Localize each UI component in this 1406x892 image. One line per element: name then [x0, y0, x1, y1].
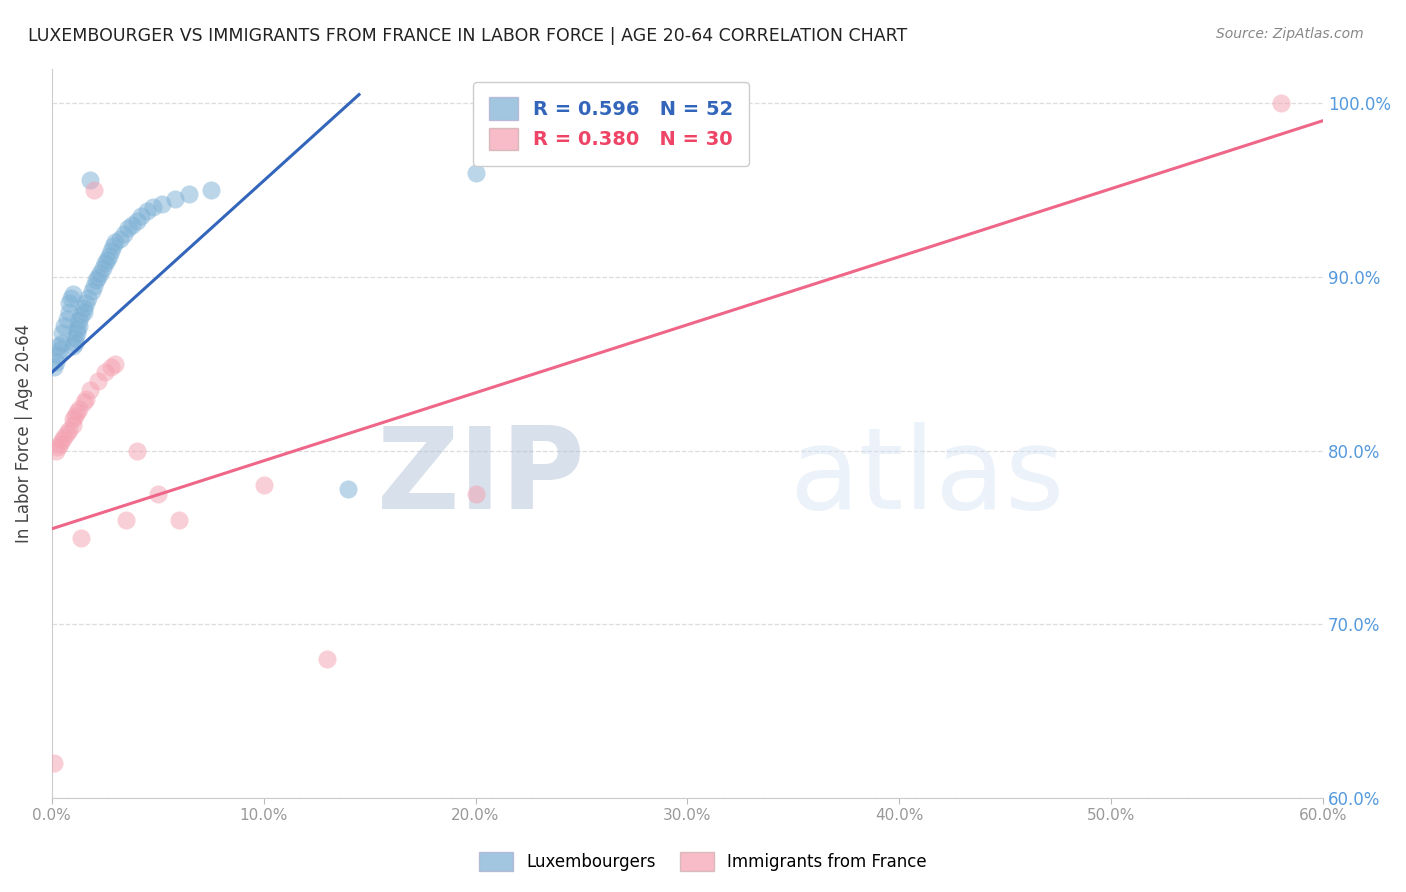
Point — [72, 304, 94, 318]
Point — [72, 301, 94, 316]
Point — [100, 360, 122, 375]
Point — [58, 304, 80, 318]
Point — [129, 209, 152, 223]
Point — [66, 322, 89, 336]
Point — [42, 756, 65, 771]
Point — [75, 392, 97, 406]
Point — [104, 235, 127, 250]
Point — [62, 417, 84, 432]
Point — [67, 401, 90, 416]
Point — [67, 318, 90, 333]
Point — [83, 183, 105, 197]
Point — [108, 232, 131, 246]
Text: Source: ZipAtlas.com: Source: ZipAtlas.com — [1216, 27, 1364, 41]
Point — [179, 186, 201, 201]
Point — [53, 430, 76, 444]
Point — [87, 374, 110, 388]
Point — [163, 192, 186, 206]
Point — [253, 478, 276, 492]
Point — [125, 214, 148, 228]
Point — [51, 326, 73, 340]
Point — [70, 531, 93, 545]
Point — [142, 201, 165, 215]
Point — [93, 256, 115, 270]
Point — [121, 218, 143, 232]
Point — [58, 423, 80, 437]
Point — [100, 244, 122, 258]
Point — [87, 269, 110, 284]
Point — [63, 335, 86, 350]
Point — [115, 513, 138, 527]
Point — [66, 326, 89, 340]
Point — [62, 339, 84, 353]
Point — [49, 436, 72, 450]
Point — [66, 405, 89, 419]
Legend: R = 0.596   N = 52, R = 0.380   N = 30: R = 0.596 N = 52, R = 0.380 N = 30 — [474, 82, 749, 166]
Y-axis label: In Labor Force | Age 20-64: In Labor Force | Age 20-64 — [15, 324, 32, 543]
Point — [62, 412, 84, 426]
Point — [58, 296, 80, 310]
Point — [93, 366, 115, 380]
Point — [72, 395, 94, 409]
Point — [464, 166, 486, 180]
Point — [136, 203, 159, 218]
Point — [49, 343, 72, 357]
Point — [45, 443, 67, 458]
Point — [89, 267, 111, 281]
Point — [46, 440, 69, 454]
Point — [150, 197, 173, 211]
Point — [91, 261, 114, 276]
Point — [53, 318, 76, 333]
Point — [167, 513, 190, 527]
Point — [464, 487, 486, 501]
Point — [46, 339, 69, 353]
Point — [337, 482, 360, 496]
Point — [125, 443, 148, 458]
Point — [97, 249, 120, 263]
Point — [70, 308, 93, 322]
Point — [84, 273, 107, 287]
Point — [146, 487, 169, 501]
Point — [112, 227, 135, 241]
Point — [45, 355, 67, 369]
Point — [117, 221, 139, 235]
Point — [55, 311, 77, 326]
Point — [42, 360, 65, 375]
Point — [63, 331, 86, 345]
Point — [51, 434, 73, 448]
Point — [63, 409, 86, 423]
Legend: Luxembourgers, Immigrants from France: Luxembourgers, Immigrants from France — [471, 843, 935, 880]
Point — [316, 652, 339, 666]
Point — [83, 278, 105, 293]
Point — [55, 426, 77, 441]
Point — [67, 313, 90, 327]
Point — [200, 183, 222, 197]
Point — [62, 287, 84, 301]
Point — [46, 348, 69, 362]
Text: ZIP: ZIP — [377, 422, 586, 533]
Point — [79, 172, 101, 186]
Point — [75, 296, 97, 310]
Point — [1270, 96, 1292, 111]
Point — [76, 291, 98, 305]
Text: LUXEMBOURGER VS IMMIGRANTS FROM FRANCE IN LABOR FORCE | AGE 20-64 CORRELATION CH: LUXEMBOURGER VS IMMIGRANTS FROM FRANCE I… — [28, 27, 907, 45]
Point — [80, 284, 103, 298]
Point — [79, 383, 101, 397]
Text: atlas: atlas — [789, 422, 1064, 533]
Point — [51, 335, 73, 350]
Point — [103, 238, 125, 252]
Point — [104, 357, 127, 371]
Point — [96, 252, 118, 267]
Point — [59, 291, 82, 305]
